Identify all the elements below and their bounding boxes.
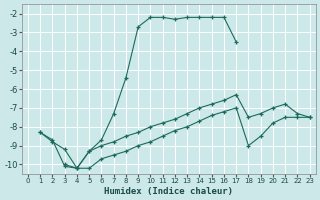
- X-axis label: Humidex (Indice chaleur): Humidex (Indice chaleur): [104, 187, 233, 196]
